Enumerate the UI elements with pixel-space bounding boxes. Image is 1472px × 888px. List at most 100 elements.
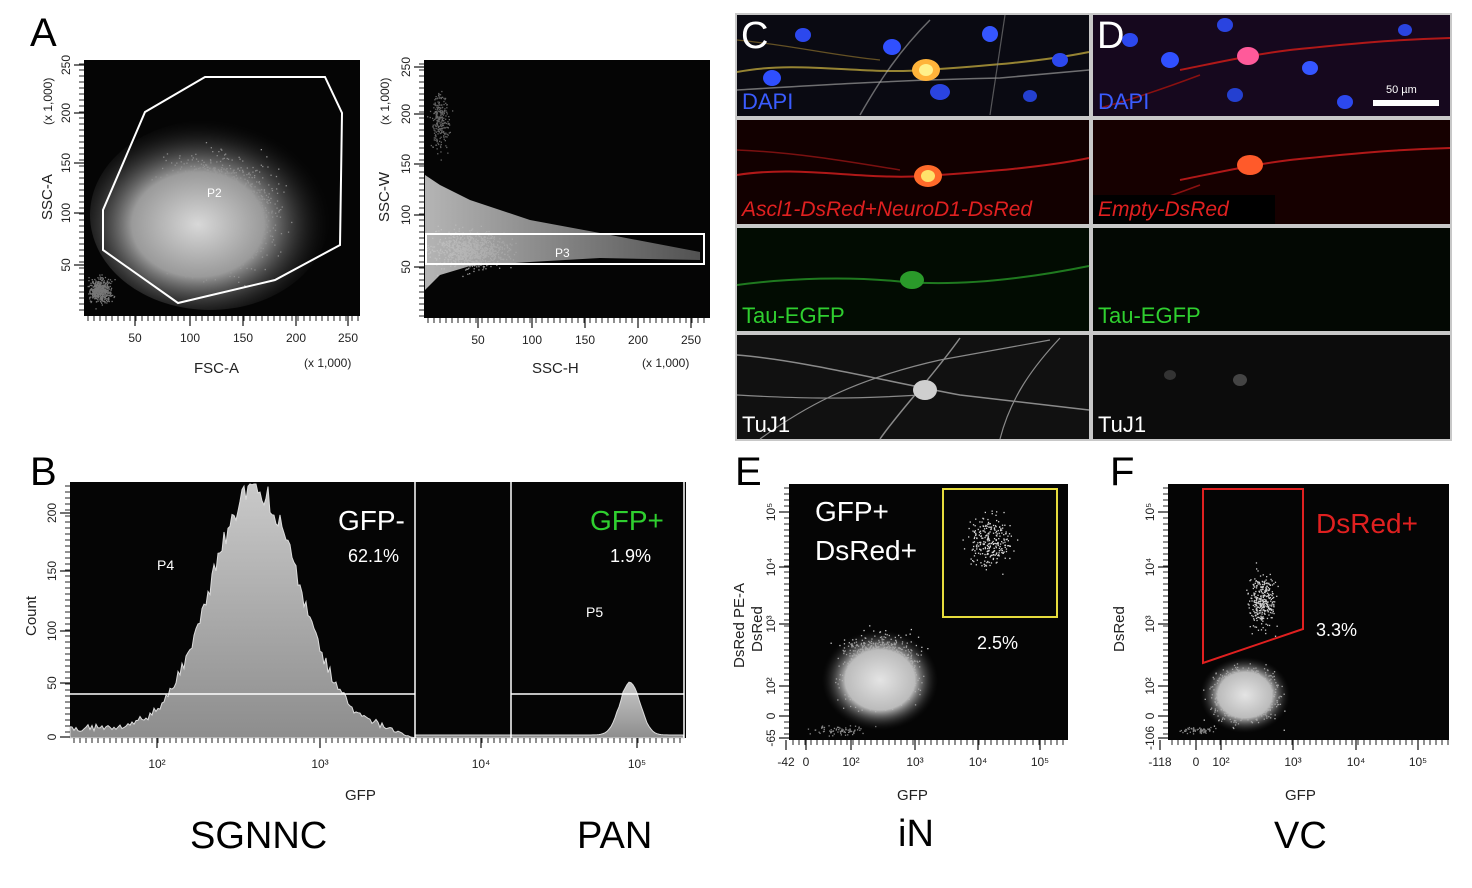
a-plot2-dot bbox=[433, 112, 435, 114]
a-plot2-dot bbox=[440, 121, 442, 123]
a-plot1-dot bbox=[92, 286, 94, 288]
b-x-tick-label: 10⁴ bbox=[472, 757, 491, 771]
a-plot1-dot bbox=[91, 279, 93, 281]
a-plot2-dot bbox=[445, 115, 447, 117]
a-plot2-dot bbox=[437, 121, 439, 123]
a-plot1-dot bbox=[106, 283, 109, 285]
a-plot1-dot bbox=[93, 296, 95, 298]
a-plot1-dot bbox=[97, 284, 99, 286]
a-plot1-y-tick-label: 100 bbox=[59, 203, 73, 223]
d-row2-label: Empty-DsRed bbox=[1098, 198, 1230, 221]
a-plot1-dot bbox=[96, 291, 98, 293]
a-plot2-dot bbox=[445, 136, 447, 138]
a-plot1-dot bbox=[91, 293, 93, 295]
d-row4-content bbox=[1164, 370, 1247, 386]
a-plot2-dot bbox=[437, 120, 439, 122]
a-plot2-dot bbox=[444, 140, 446, 142]
a-plot1-dot bbox=[94, 284, 96, 287]
a-plot2-dot bbox=[436, 138, 438, 140]
a-plot1-dot bbox=[101, 279, 103, 281]
a-plot1-x-tick-label: 150 bbox=[233, 331, 253, 345]
a-plot1-dot bbox=[90, 282, 92, 284]
a-plot1-dot bbox=[97, 282, 99, 284]
a-plot1-dot bbox=[107, 292, 109, 294]
e-plot-dot bbox=[863, 629, 865, 632]
a-plot1-dot bbox=[107, 286, 109, 288]
a-plot2-dot bbox=[490, 265, 492, 268]
a-plot2-dot bbox=[439, 132, 441, 135]
a-plot1-dot bbox=[102, 282, 104, 284]
a-plot1-dot bbox=[90, 284, 93, 286]
a-plot1-dot bbox=[99, 296, 101, 298]
a-plot2-dot bbox=[435, 113, 438, 115]
a-plot2-dot bbox=[435, 139, 437, 141]
a-plot2-dot bbox=[433, 129, 435, 131]
a-plot1-dot bbox=[106, 282, 109, 284]
a-plot1-dot bbox=[105, 287, 107, 289]
a-plot2-y-tick-label: 250 bbox=[399, 57, 413, 77]
a-plot2-dot bbox=[441, 96, 444, 98]
a-plot1-dot bbox=[101, 302, 103, 304]
a-plot2-dot bbox=[436, 123, 438, 125]
a-plot1-dot bbox=[104, 288, 106, 291]
a-plot2-dot bbox=[441, 127, 444, 129]
a-plot2-dot bbox=[444, 97, 447, 100]
a-plot2-dot bbox=[437, 128, 439, 130]
a-plot2-dot bbox=[437, 110, 439, 112]
a-plot1-dot bbox=[93, 290, 95, 292]
a-plot2-dot bbox=[446, 136, 448, 138]
a-plot1-dot bbox=[99, 292, 101, 294]
a-plot1-dot bbox=[104, 294, 106, 296]
d-row1-label: DAPI bbox=[1098, 89, 1149, 114]
a-plot2-y-tick-label: 100 bbox=[399, 205, 413, 225]
a-plot1-dot bbox=[94, 282, 97, 284]
a-plot2-dot bbox=[442, 112, 444, 114]
a-plot1-dot bbox=[97, 300, 99, 302]
a-plot2-dot bbox=[486, 265, 488, 267]
a-plot2-dot bbox=[436, 124, 439, 126]
panel-letter-d: D bbox=[1097, 15, 1124, 57]
a-plot2-dot bbox=[441, 120, 443, 122]
a-plot1-dot bbox=[98, 290, 101, 292]
a-plot2-x-tick-label: 200 bbox=[628, 333, 648, 347]
a-plot1-dot bbox=[99, 291, 101, 293]
a-plot1-dot bbox=[105, 298, 107, 300]
a-plot1-dot bbox=[104, 293, 107, 295]
a-plot2-dot bbox=[445, 132, 447, 134]
a-plot2-dot bbox=[437, 101, 439, 103]
b-gate-p5: P5 bbox=[586, 604, 603, 620]
a-plot1-dot bbox=[104, 289, 106, 292]
a-plot2-dot bbox=[438, 103, 440, 105]
a-plot2-dot bbox=[436, 98, 438, 100]
a-plot2-dot bbox=[440, 146, 442, 149]
a-plot1-dot bbox=[97, 286, 99, 288]
a-plot1-dot bbox=[113, 295, 116, 298]
a-plot2-dot bbox=[467, 273, 469, 275]
a-plot1-dot bbox=[105, 286, 107, 288]
a-plot1-dot bbox=[102, 300, 105, 302]
a-plot1-dot bbox=[107, 294, 109, 296]
a-plot1-dot bbox=[100, 297, 102, 299]
a-plot2-dot bbox=[434, 99, 436, 101]
a-plot1-dot bbox=[94, 292, 96, 294]
a-plot2-dot bbox=[467, 268, 469, 270]
b-gfp-minus-percent: 62.1% bbox=[348, 546, 399, 566]
a-plot1-dot bbox=[110, 292, 112, 294]
a-plot2-dot bbox=[443, 112, 445, 115]
a-plot2-dot bbox=[437, 108, 439, 110]
a-plot1-dot bbox=[95, 289, 98, 291]
a-plot1-gate bbox=[102, 76, 344, 305]
c-row3-label: Tau-EGFP bbox=[742, 303, 845, 328]
panel-letter-e: E bbox=[735, 450, 762, 494]
a-plot1-dot bbox=[92, 290, 94, 292]
a-plot1-dot bbox=[93, 292, 95, 294]
a-plot1-dot bbox=[92, 295, 94, 297]
a-plot2-dot bbox=[441, 90, 443, 93]
a-plot1-dot bbox=[106, 288, 109, 290]
a-plot1-dot bbox=[102, 287, 104, 289]
a-plot2-ylabel: SSC-W bbox=[376, 171, 393, 222]
a-plot2-dot bbox=[436, 113, 439, 115]
a-plot1-dot bbox=[103, 292, 105, 294]
a-plot1-dot bbox=[105, 289, 107, 291]
a-plot1-dot bbox=[89, 298, 91, 300]
